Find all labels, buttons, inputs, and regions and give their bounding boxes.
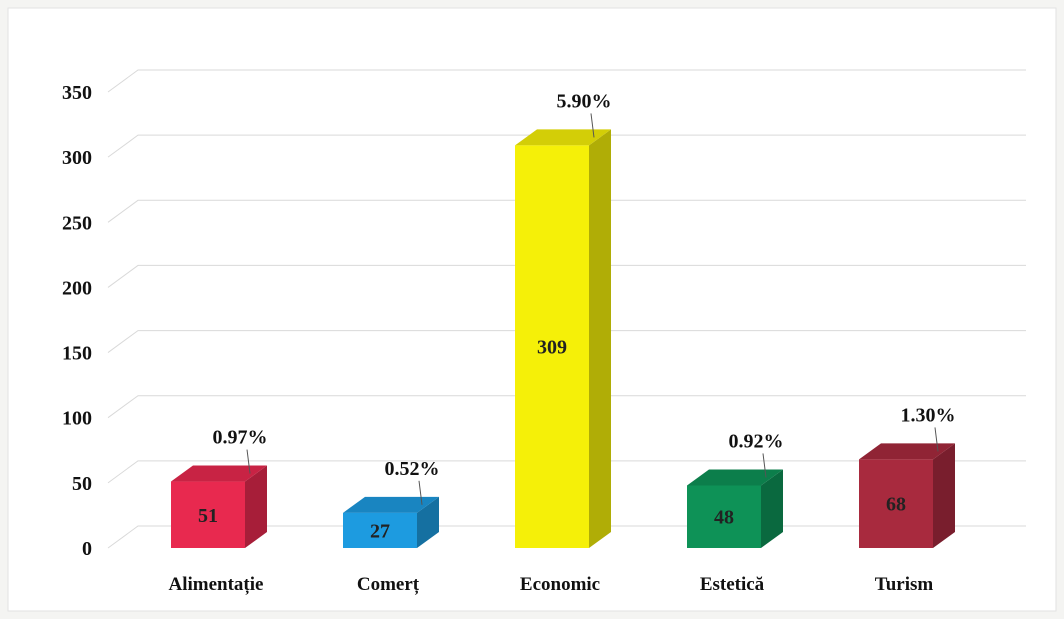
y-tick-label: 0 — [82, 538, 92, 560]
percent-label: 1.30% — [901, 404, 956, 426]
x-tick-label: Estetică — [700, 574, 765, 595]
percent-label: 5.90% — [557, 90, 612, 112]
gridline — [107, 264, 1026, 288]
bar-top — [515, 129, 611, 146]
bar: 68 1.30% — [859, 404, 956, 548]
bar: 309 5.90% — [515, 90, 612, 548]
percent-label: 0.52% — [385, 458, 440, 480]
y-tick-label: 300 — [62, 147, 92, 169]
y-tick-label: 100 — [62, 408, 92, 430]
leader-line — [418, 480, 423, 505]
value-label: 48 — [714, 507, 734, 529]
gridline — [107, 134, 1026, 158]
gridline — [107, 69, 1026, 93]
bar: 48 0.92% — [687, 430, 784, 548]
leader-line — [762, 453, 767, 478]
y-axis: 0 50 100 150 200 250 300 350 — [62, 82, 92, 560]
bar-side — [933, 443, 955, 548]
leader-line — [246, 449, 251, 474]
value-label: 27 — [370, 520, 390, 542]
bar-top — [859, 443, 955, 460]
y-tick-label: 350 — [62, 82, 92, 104]
leader-line — [590, 113, 595, 138]
bar: 27 0.52% — [343, 458, 440, 548]
x-axis: Alimentație Comerț Economic Estetică Turism — [169, 574, 934, 595]
gridline — [107, 199, 1026, 223]
leader-line — [934, 427, 939, 452]
y-tick-label: 50 — [72, 473, 92, 495]
value-label: 68 — [886, 494, 906, 516]
bars: 51 0.97% 27 0.52% 309 5.90% 48 0.92% 68 1.30% — [171, 90, 956, 548]
y-tick-label: 200 — [62, 277, 92, 299]
x-tick-label: Alimentație — [169, 574, 264, 595]
bar-side — [245, 465, 267, 548]
bar-front — [171, 481, 245, 548]
bar-front — [343, 512, 417, 548]
bar-front — [859, 459, 933, 548]
percent-label: 0.97% — [213, 427, 268, 449]
bar-top — [687, 469, 783, 486]
gridline — [107, 460, 1026, 484]
y-tick-label: 150 — [62, 343, 92, 365]
bar-front — [515, 145, 589, 548]
gridline — [107, 395, 1026, 419]
bar-side — [417, 496, 439, 548]
percent-label: 0.92% — [729, 430, 784, 452]
bar-side — [761, 469, 783, 548]
bar-top — [171, 465, 267, 482]
x-tick-label: Turism — [875, 574, 934, 595]
bar-top — [343, 496, 439, 513]
value-label: 51 — [198, 505, 218, 527]
bar-side — [589, 129, 611, 548]
x-tick-label: Comerț — [357, 574, 420, 595]
bar-front — [687, 485, 761, 548]
gridline — [107, 330, 1026, 353]
bar: 51 0.97% — [171, 427, 268, 548]
y-tick-label: 250 — [62, 212, 92, 234]
x-tick-label: Economic — [520, 574, 600, 595]
value-label: 309 — [537, 337, 567, 359]
